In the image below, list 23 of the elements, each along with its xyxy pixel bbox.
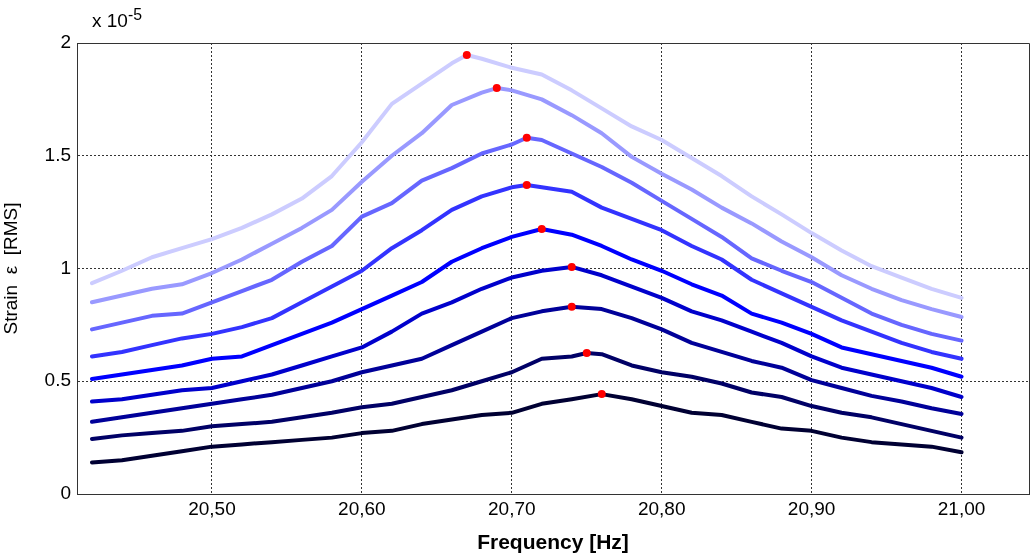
y-tick-label: 1.5: [44, 143, 71, 165]
point: [567, 302, 576, 311]
y-tick-label: 1: [60, 256, 71, 278]
point: [567, 262, 576, 271]
point: [462, 50, 471, 59]
point: [597, 390, 606, 399]
y-tick-label: 0: [60, 482, 71, 504]
point: [492, 84, 501, 93]
point: [537, 225, 546, 234]
x-tick-label: 20,90: [787, 497, 836, 519]
point: [522, 133, 531, 142]
y-tick-label: 2: [60, 31, 71, 53]
x-tick-label: 20,80: [637, 497, 686, 519]
x-tick-label: 20,70: [488, 497, 536, 519]
x-tick-label: 20,50: [188, 497, 236, 519]
y-axis-title: Strain ε [RMS]: [0, 202, 21, 335]
x-axis-title: Frequency [Hz]: [477, 530, 629, 554]
point: [582, 349, 591, 358]
point: [522, 181, 531, 190]
y-tick-label: 0.5: [44, 369, 71, 391]
x-tick-label: 21,00: [937, 497, 986, 519]
x-tick-label: 20,60: [338, 497, 386, 519]
text: x 10$^{-5}$: [92, 6, 142, 34]
